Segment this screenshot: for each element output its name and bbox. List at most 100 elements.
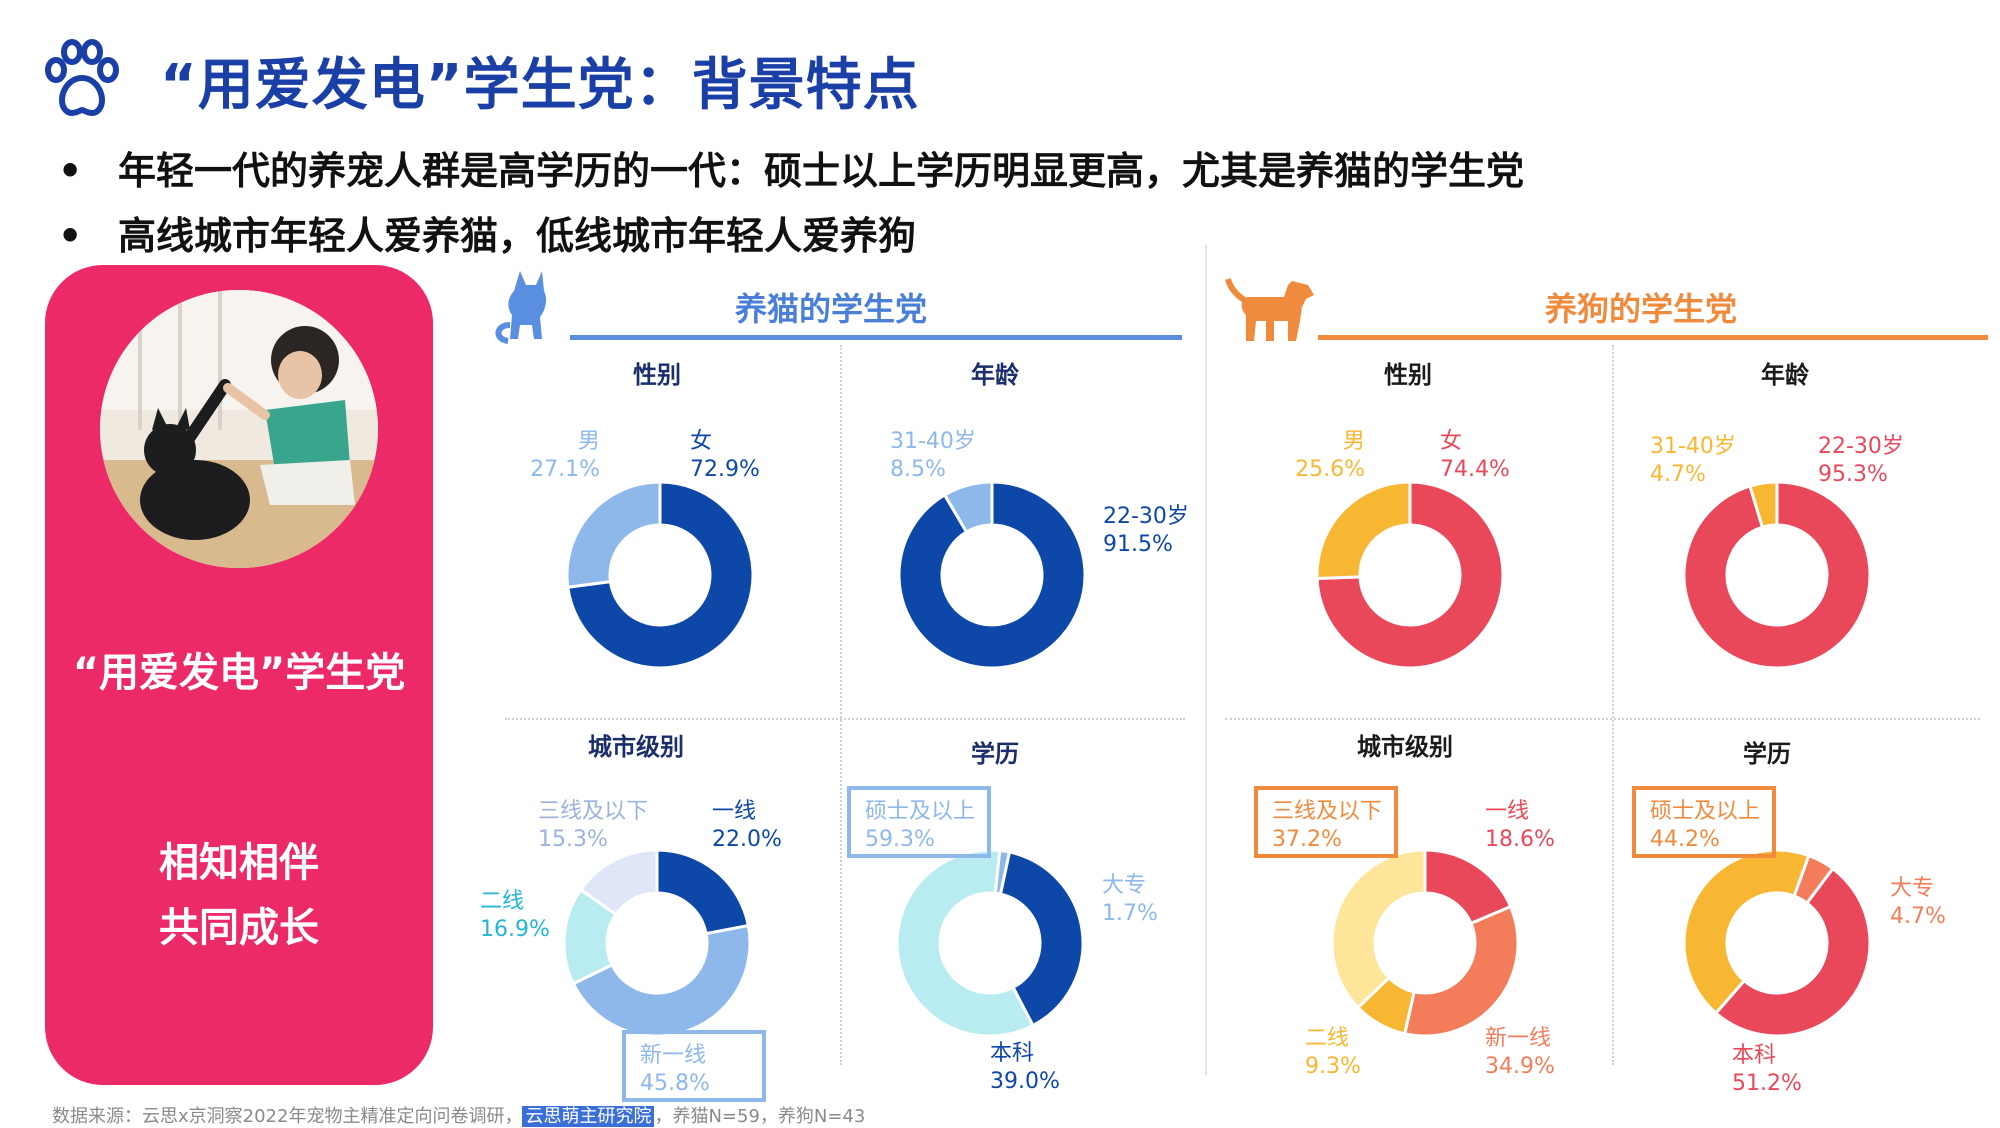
bullet-item: • 年轻一代的养宠人群是高学历的一代：硕士以上学历明显更高，尤其是养猫的学生党 xyxy=(58,140,1524,195)
slice-label-name: 男 xyxy=(1343,429,1365,454)
slice-label-value: 39.0% xyxy=(990,1069,1060,1094)
slice-label-value: 72.9% xyxy=(690,457,760,482)
slice-label-value: 27.1% xyxy=(530,457,600,482)
dog-group-title: 养狗的学生党 xyxy=(1545,290,1738,328)
slice-label-name: 本科 xyxy=(990,1041,1034,1066)
card-title: “用爱发电”学生党 xyxy=(72,650,406,696)
chart-title: 学历 xyxy=(971,740,1019,768)
slice-label-name: 三线及以下 xyxy=(538,799,648,824)
slice-label-name: 一线 xyxy=(1485,799,1529,824)
slice-label-name: 硕士及以上 xyxy=(865,799,975,824)
chart-title: 年龄 xyxy=(971,361,1020,389)
slice-label-name: 硕士及以上 xyxy=(1650,799,1760,824)
slice-label-value: 15.3% xyxy=(538,827,608,852)
slice-label-name: 31-40岁 xyxy=(890,429,976,454)
slice-label: 新一线 34.9% xyxy=(1485,1026,1555,1079)
slice-label-name: 22-30岁 xyxy=(1818,434,1904,459)
slice-label-value: 44.2% xyxy=(1650,827,1720,852)
bullet-marker: • xyxy=(58,214,83,258)
donut-slice xyxy=(1682,480,1872,670)
highlight-box xyxy=(847,786,991,858)
donut-slice xyxy=(1682,848,1811,1016)
slice-label-name: 二线 xyxy=(1305,1026,1349,1051)
panel-divider xyxy=(505,718,1185,720)
bullet-item: • 高线城市年轻人爱养猫，低线城市年轻人爱养狗 xyxy=(58,205,916,260)
donut-slice xyxy=(1315,480,1505,670)
dog-group-underline xyxy=(1318,335,1988,340)
slice-label-value: 4.7% xyxy=(1890,904,1946,929)
cat-group-underline xyxy=(570,335,1182,340)
slice-label: 新一线 45.8% xyxy=(622,1030,766,1102)
slice-label-value: 34.9% xyxy=(1485,1054,1555,1079)
donut-slice xyxy=(578,848,659,917)
slice-label: 本科 39.0% xyxy=(990,1041,1060,1094)
slice-label-name: 三线及以下 xyxy=(1272,799,1382,824)
panel-divider xyxy=(1612,345,1614,1065)
slice-label-name: 一线 xyxy=(712,799,756,824)
donut-slice xyxy=(998,850,1085,1028)
slice-label: 男 25.6% xyxy=(1295,429,1365,482)
chart-title: 性别 xyxy=(633,361,681,389)
slice-label-name: 女 xyxy=(1440,429,1462,454)
slice-label: 22-30岁 91.5% xyxy=(1103,504,1189,557)
cat-icon xyxy=(495,271,547,344)
card-slogan-line: 共同成长 xyxy=(159,905,319,951)
slice-label-name: 大专 xyxy=(1890,876,1934,901)
slice-label-value: 91.5% xyxy=(1103,532,1173,557)
slice-label-value: 4.7% xyxy=(1650,462,1706,487)
dog-icon xyxy=(1225,278,1314,341)
donut-slice xyxy=(565,480,662,589)
slice-label-value: 18.6% xyxy=(1485,827,1555,852)
slice-label-name: 本科 xyxy=(1732,1043,1776,1068)
slice-label-value: 51.2% xyxy=(1732,1071,1802,1096)
slice-label-value: 1.7% xyxy=(1102,901,1158,926)
bullet-text: 高线城市年轻人爱养猫，低线城市年轻人爱养狗 xyxy=(118,214,917,258)
slice-label: 二线 9.3% xyxy=(1305,1026,1361,1079)
dog-age-chart: 年龄 31-40岁 4.7% 22-30岁 95.3% xyxy=(1650,361,1904,670)
source-suffix: ，养猫N=59，养狗N=43 xyxy=(654,1106,866,1127)
slice-label: 一线 22.0% xyxy=(712,799,782,852)
slice-label-name: 女 xyxy=(690,429,712,454)
slice-label: 女 74.4% xyxy=(1440,429,1510,482)
chart-title: 性别 xyxy=(1384,361,1432,389)
paw-icon xyxy=(45,39,119,117)
donut-slice xyxy=(942,480,994,535)
slice-label: 31-40岁 8.5% xyxy=(890,429,976,482)
slice-label-name: 新一线 xyxy=(640,1043,706,1068)
donut-slice xyxy=(571,923,752,1038)
highlight-box xyxy=(622,1030,766,1102)
slice-label: 一线 18.6% xyxy=(1485,799,1555,852)
slice-label-value: 45.8% xyxy=(640,1071,710,1096)
slice-label-value: 22.0% xyxy=(712,827,782,852)
donut-slice xyxy=(655,848,751,936)
highlight-box xyxy=(1632,786,1776,858)
source-highlight: 云思萌主研究院 xyxy=(522,1106,655,1127)
chart-title: 城市级别 xyxy=(1357,733,1453,761)
panel-divider xyxy=(1225,718,1980,720)
slice-label: 男 27.1% xyxy=(530,429,600,482)
card-slogan-line: 相知相伴 xyxy=(159,840,319,886)
slice-label-name: 22-30岁 xyxy=(1103,504,1189,529)
page-title: “用爱发电”学生党：背景特点 xyxy=(160,53,920,118)
highlight-box xyxy=(1254,786,1398,858)
slice-label-value: 37.2% xyxy=(1272,827,1342,852)
dog-gender-chart: 性别男 25.6% 女 74.4% xyxy=(1295,361,1510,670)
chart-title: 学历 xyxy=(1743,740,1791,768)
donut-slice xyxy=(1315,480,1412,581)
slice-label: 22-30岁 95.3% xyxy=(1818,434,1904,487)
donut-slice xyxy=(1402,904,1520,1038)
slice-label-value: 59.3% xyxy=(865,827,935,852)
slice-label-name: 大专 xyxy=(1102,873,1146,898)
slice-label-name: 男 xyxy=(578,429,600,454)
slice-label: 大专 4.7% xyxy=(1890,876,1946,929)
slice-label-value: 74.4% xyxy=(1440,457,1510,482)
slice-label: 硕士及以上 44.2% xyxy=(1632,786,1776,858)
cat-age-chart: 年龄 31-40岁 8.5% 22-30岁 91.5% xyxy=(890,361,1189,670)
donut-slice xyxy=(897,480,1087,670)
slice-label: 三线及以下 37.2% xyxy=(1254,786,1398,858)
slice-label-value: 9.3% xyxy=(1305,1054,1361,1079)
slice-label-name: 31-40岁 xyxy=(1650,434,1736,459)
source-prefix: 数据来源：云思x京洞察2022年宠物主精准定向问卷调研， xyxy=(52,1106,523,1127)
